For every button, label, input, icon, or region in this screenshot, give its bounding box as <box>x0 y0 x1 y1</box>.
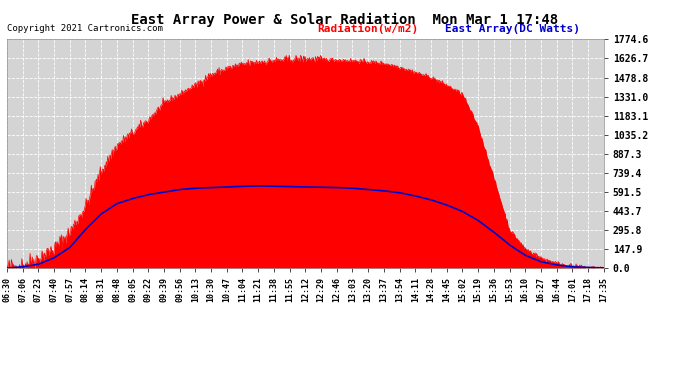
Text: Radiation(w/m2): Radiation(w/m2) <box>317 24 419 34</box>
Text: Copyright 2021 Cartronics.com: Copyright 2021 Cartronics.com <box>7 24 163 33</box>
Text: East Array Power & Solar Radiation  Mon Mar 1 17:48: East Array Power & Solar Radiation Mon M… <box>131 13 559 27</box>
Text: East Array(DC Watts): East Array(DC Watts) <box>445 24 580 34</box>
